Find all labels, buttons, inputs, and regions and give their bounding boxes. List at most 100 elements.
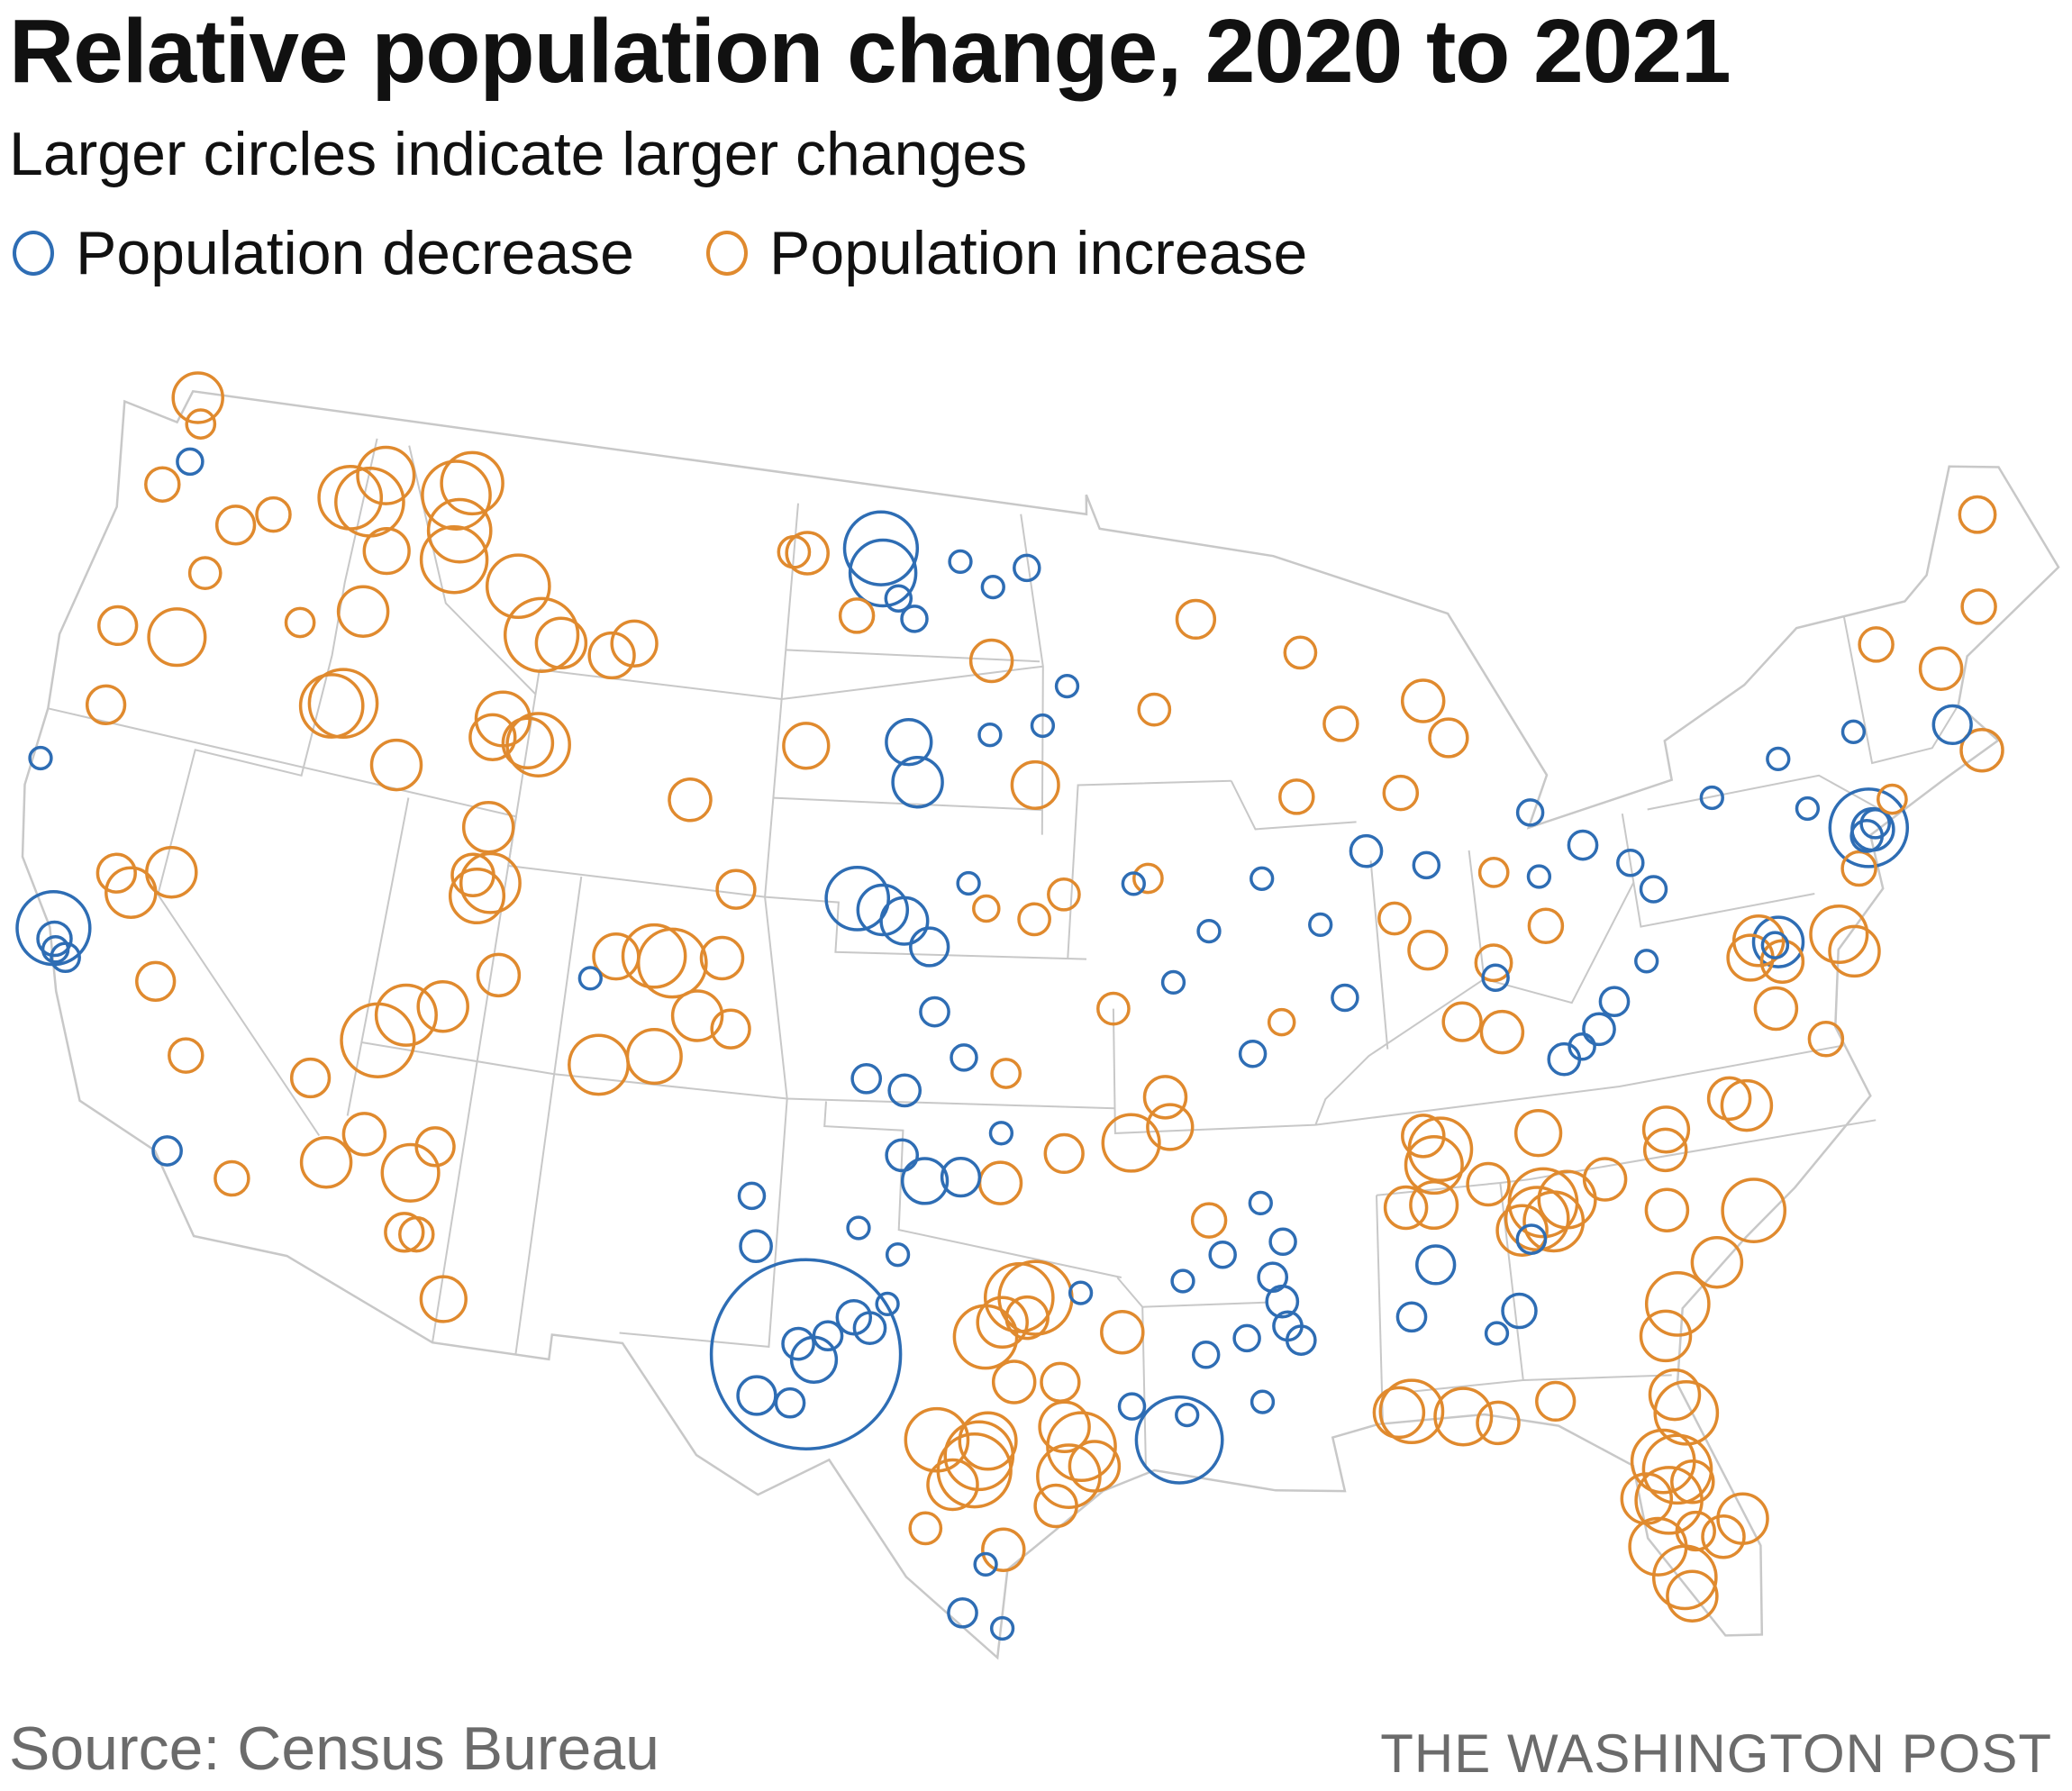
- population-increase-circle: [1404, 1135, 1464, 1196]
- population-increase-circle: [715, 868, 757, 910]
- population-decrease-circle: [956, 870, 981, 896]
- population-decrease-circle: [1582, 1012, 1616, 1047]
- population-increase-circle: [1400, 678, 1446, 723]
- population-increase-circle: [1047, 877, 1081, 912]
- population-increase-circle: [1040, 1361, 1081, 1403]
- population-increase-circle: [187, 556, 223, 590]
- population-decrease-circle: [1526, 864, 1552, 889]
- population-increase-circle: [668, 777, 713, 823]
- population-increase-circle: [419, 524, 489, 595]
- population-decrease-circle: [884, 584, 913, 613]
- population-increase-circle: [336, 585, 390, 638]
- population-increase-circle: [298, 673, 365, 739]
- population-increase-circle: [1675, 1510, 1716, 1552]
- population-increase-circle: [95, 852, 137, 894]
- population-decrease-circle: [1232, 1323, 1261, 1353]
- population-increase-circle: [1759, 939, 1805, 985]
- population-decrease-circle: [1117, 1392, 1147, 1421]
- population-increase-circle: [384, 1212, 425, 1253]
- population-decrease-circle: [151, 1135, 183, 1167]
- population-decrease-circle: [1331, 983, 1359, 1013]
- legend-label-decrease: Population decrease: [76, 219, 635, 287]
- state-border: [514, 876, 583, 1356]
- population-increase-circle: [1372, 1386, 1426, 1440]
- population-decrease-circle: [1828, 787, 1910, 868]
- population-decrease-circle: [41, 935, 70, 964]
- population-increase-circle: [398, 1215, 435, 1253]
- population-increase-circle: [838, 597, 876, 634]
- population-decrease-circle: [1859, 807, 1892, 840]
- population-decrease-circle: [856, 883, 910, 937]
- population-decrease-circle: [812, 1320, 844, 1352]
- population-increase-circle: [1513, 1109, 1563, 1158]
- population-increase-circle: [1670, 1459, 1715, 1505]
- population-decrease-circle: [1598, 986, 1631, 1018]
- population-increase-circle: [968, 638, 1014, 684]
- population-increase-circle: [459, 851, 522, 914]
- population-decrease-circle: [850, 1062, 883, 1095]
- population-increase-circle: [1653, 1379, 1720, 1446]
- population-increase-circle: [621, 923, 687, 989]
- population-decrease-circle: [1395, 1301, 1428, 1333]
- population-decrease-circle: [36, 920, 73, 958]
- population-increase-circle: [710, 1008, 751, 1050]
- population-decrease-circle: [900, 1157, 950, 1205]
- population-increase-circle: [1137, 692, 1172, 727]
- population-decrease-circle: [842, 510, 920, 586]
- population-increase-circle: [448, 867, 506, 925]
- state-borders: [48, 438, 1959, 1466]
- population-increase-circle: [416, 979, 469, 1033]
- population-increase-circle: [610, 619, 659, 668]
- population-increase-circle: [1720, 1078, 1774, 1132]
- population-increase-circle: [990, 1058, 1022, 1089]
- population-increase-circle: [289, 1057, 332, 1099]
- population-decrease-circle: [1501, 1292, 1538, 1330]
- population-decrease-circle: [885, 718, 933, 767]
- population-decrease-circle: [1795, 795, 1821, 822]
- population-increase-circle: [1620, 1472, 1674, 1525]
- population-increase-circle: [1959, 727, 2004, 773]
- population-decrease-circle: [887, 1073, 922, 1108]
- population-increase-circle: [503, 596, 580, 673]
- population-increase-circle: [926, 1458, 979, 1512]
- population-decrease-circle: [909, 926, 950, 968]
- state-border: [1647, 774, 1885, 813]
- population-decrease-circle: [1257, 1261, 1289, 1294]
- population-increase-circle: [777, 534, 812, 569]
- population-increase-circle: [908, 1511, 943, 1546]
- state-border: [346, 797, 410, 1116]
- population-decrease-circle: [950, 1043, 978, 1072]
- population-decrease-circle: [1760, 931, 1790, 959]
- population-increase-circle: [1690, 1235, 1744, 1289]
- chart-title: Relative population change, 2020 to 2021: [9, 1, 1731, 102]
- population-increase-circle: [1036, 1443, 1102, 1509]
- population-increase-circle: [1479, 1009, 1525, 1055]
- population-increase-circle: [426, 497, 493, 564]
- population-decrease-circle: [1054, 673, 1080, 699]
- population-decrease-circle: [977, 723, 1003, 748]
- population-increase-circle: [476, 952, 522, 998]
- population-increase-circle: [97, 605, 139, 647]
- state-border: [361, 1041, 1115, 1110]
- legend-item-decrease: Population decrease: [13, 218, 634, 288]
- population-increase-circle: [782, 722, 831, 770]
- population-increase-circle: [461, 800, 515, 854]
- population-increase-circle: [1858, 626, 1895, 663]
- population-increase-circle: [1807, 1021, 1845, 1058]
- population-decrease-circle: [988, 1121, 1014, 1146]
- state-border: [1314, 882, 1635, 1125]
- population-decrease-circle: [824, 866, 891, 932]
- population-decrease-circle: [1250, 1389, 1276, 1414]
- population-increase-circle: [534, 616, 588, 670]
- population-increase-circle: [468, 713, 517, 761]
- population-decrease-circle: [1515, 798, 1545, 827]
- population-decrease-circle: [1639, 875, 1668, 904]
- population-decrease-circle: [1349, 833, 1384, 868]
- legend: Population decrease Population increase: [13, 218, 1379, 288]
- population-increase-circle: [1377, 901, 1412, 936]
- blue-circle-icon: [13, 231, 54, 276]
- population-decrease-circle: [947, 1596, 978, 1629]
- population-increase-circle: [1043, 1132, 1085, 1175]
- population-decrease-circle: [1840, 719, 1867, 744]
- population-increase-circle: [1960, 588, 1997, 625]
